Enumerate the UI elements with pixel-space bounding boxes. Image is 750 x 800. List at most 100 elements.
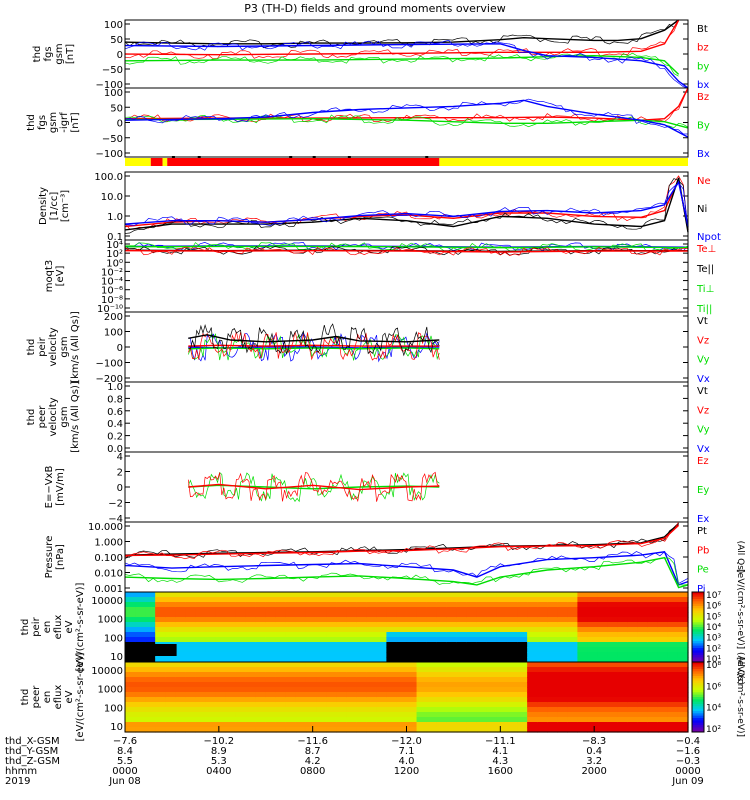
heatmap-cell (356, 667, 367, 673)
heatmap-cell (155, 627, 166, 633)
heatmap-cell (326, 707, 337, 713)
y-tick-label: −100 (96, 149, 123, 160)
heatmap-cell (336, 727, 347, 733)
heatmap-cell (125, 717, 136, 723)
heatmap-cell (316, 592, 327, 598)
y-tick-label: 100.0 (94, 172, 123, 183)
heatmap-cell (597, 727, 609, 733)
heatmap-cell (366, 592, 377, 598)
heatmap-cell (205, 617, 217, 623)
heatmap-cell (125, 637, 136, 643)
heatmap-cell (235, 702, 247, 708)
heatmap-cell (507, 667, 518, 673)
legend-entry: Te|| (696, 264, 714, 275)
heatmap-cell (547, 702, 558, 708)
y-axis-label: eV (64, 620, 75, 633)
colorbar-segment (692, 608, 704, 612)
heatmap-cell (617, 697, 629, 703)
heatmap-cell (597, 657, 609, 663)
heatmap-cell (677, 632, 689, 638)
heatmap-cell (285, 617, 297, 623)
heatmap-cell (275, 717, 287, 723)
heatmap-cell (195, 682, 207, 688)
status-bar-segment (162, 158, 168, 166)
heatmap-cell (185, 677, 196, 683)
heatmap-cell (265, 727, 277, 733)
y-axis-label: [cm⁻³] (60, 190, 71, 222)
heatmap-cell (305, 712, 317, 718)
heatmap-cell (617, 627, 629, 633)
heatmap-cell (215, 662, 227, 668)
heatmap-cell (185, 657, 196, 663)
colorbar-segment (692, 697, 704, 700)
heatmap-cell (537, 687, 548, 693)
heatmap-cell (527, 627, 538, 633)
heatmap-cell (135, 727, 146, 733)
heatmap-cell (517, 592, 528, 598)
heatmap-cell (557, 722, 568, 728)
heatmap-cell (215, 592, 227, 598)
heatmap-cell (265, 597, 277, 603)
heatmap-cell (587, 602, 599, 608)
heatmap-cell (507, 632, 518, 638)
heatmap-cell (677, 617, 689, 623)
heatmap-cell (235, 597, 247, 603)
heatmap-cell (255, 722, 267, 728)
legend-entry: Pt (697, 526, 707, 537)
heatmap-cell (145, 702, 156, 708)
heatmap-cell (366, 617, 377, 623)
heatmap-cell (577, 717, 589, 723)
heatmap-cell (316, 622, 327, 628)
heatmap-cell (185, 597, 196, 603)
heatmap-cell (336, 702, 347, 708)
heatmap-cell (446, 702, 458, 708)
heatmap-cell (517, 727, 528, 733)
y-axis-label: eV (64, 690, 75, 703)
heatmap-cell (517, 657, 528, 663)
legend-entry: bz (697, 43, 709, 54)
y-tick-label: −100 (96, 80, 123, 91)
heatmap-cell (135, 697, 146, 703)
heatmap-cell (336, 707, 347, 713)
heatmap-cell (647, 707, 659, 713)
heatmap-cell (647, 712, 659, 718)
heatmap-cell (386, 612, 398, 618)
heatmap-cell (486, 657, 498, 663)
heatmap-cell (376, 602, 387, 608)
heatmap-cell (657, 592, 669, 598)
heatmap-cell (597, 707, 609, 713)
x-row-value: 4.1 (492, 746, 508, 757)
heatmap-cell (145, 697, 156, 703)
heatmap-cell (547, 692, 558, 698)
heatmap-cell (295, 667, 307, 673)
heatmap-cell (597, 592, 609, 598)
heatmap-cell (265, 612, 277, 618)
heatmap-cell (426, 682, 438, 688)
heatmap-cell (607, 667, 619, 673)
panel-10 (124, 661, 705, 733)
heatmap-cell (647, 642, 659, 648)
heatmap-cell (305, 717, 317, 723)
heatmap-cell (446, 617, 458, 623)
heatmap-cell (245, 617, 257, 623)
heatmap-cell (637, 607, 649, 613)
colorbar-segment (692, 634, 704, 637)
heatmap-cell (436, 632, 448, 638)
heatmap-cell (155, 672, 166, 678)
heatmap-cell (245, 672, 257, 678)
heatmap-cell (305, 657, 317, 663)
heatmap-cell (607, 647, 619, 653)
heatmap-cell (527, 622, 538, 628)
heatmap-cell (366, 722, 377, 728)
heatmap-cell (406, 617, 418, 623)
colorbar-segment (692, 673, 704, 677)
heatmap-cell (657, 662, 669, 668)
heatmap-cell (225, 622, 237, 628)
heatmap-cell (215, 697, 227, 703)
y-tick-label: −4 (108, 514, 123, 525)
heatmap-cell (416, 597, 428, 603)
heatmap-cell (527, 717, 538, 723)
heatmap-cell (165, 677, 176, 683)
heatmap-cell (175, 717, 186, 723)
colorbar-segment (692, 603, 704, 607)
